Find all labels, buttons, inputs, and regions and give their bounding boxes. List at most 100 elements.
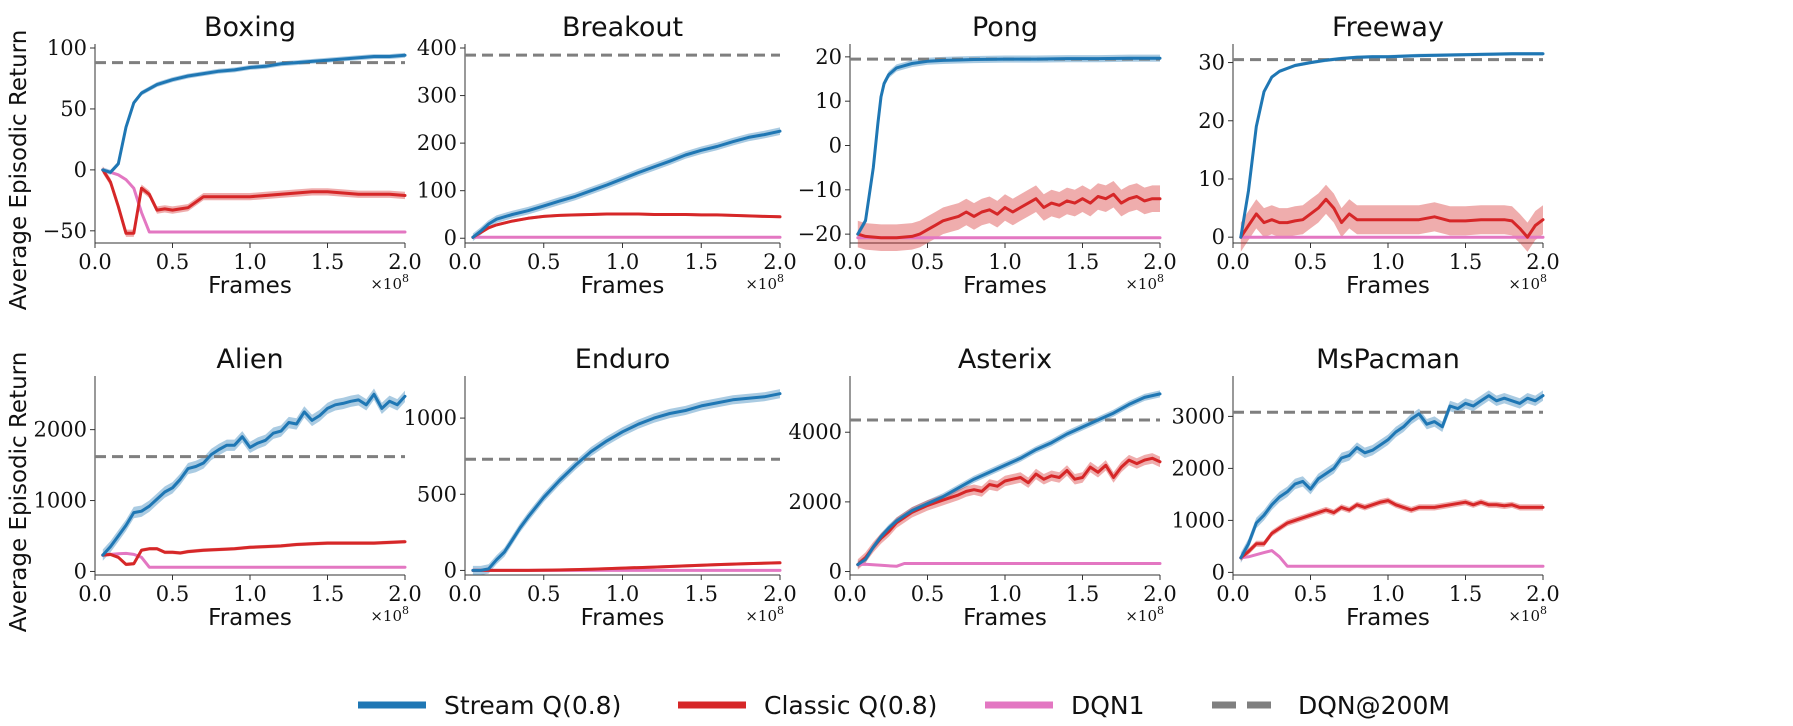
x-multiplier-alien: ×108 — [370, 604, 409, 625]
x-tick-label-alien: 0.0 — [78, 582, 111, 606]
y-tick-label-freeway: 0 — [1212, 225, 1225, 249]
y-tick-label-freeway: 20 — [1198, 109, 1225, 133]
x-axis-label-freeway: Frames — [1346, 273, 1430, 299]
x-tick-label-mspacman: 0.0 — [1216, 582, 1249, 606]
series-line-stream-q-0-8-pong — [856, 56, 1162, 236]
x-tick-label-mspacman: 1.0 — [1371, 582, 1404, 606]
x-tick-label-boxing: 0.5 — [156, 250, 189, 274]
y-tick-label-pong: −10 — [798, 178, 842, 202]
legend-label-dqn-200m: DQN@200M — [1298, 691, 1450, 720]
series-line-stream-q-0-8-freeway — [1239, 52, 1545, 239]
panel-boxing: Boxing −50 0 50 100 0.0 0.5 1.0 1.5 2.0 Frames ×108 — [43, 12, 422, 299]
x-axis-label-boxing: Frames — [208, 273, 292, 299]
series-line-stream-q-0-8-boxing — [101, 53, 407, 174]
x-tick-label-alien: 1.5 — [311, 582, 344, 606]
series-line-classic-q-0-8-boxing — [101, 168, 407, 235]
series-line-stream-q-0-8-enduro — [471, 392, 782, 572]
x-tick-label-mspacman: 0.5 — [1294, 582, 1327, 606]
x-tick-label-boxing: 1.0 — [233, 250, 266, 274]
x-multiplier-exponent-asterix: 8 — [1157, 604, 1164, 617]
legend-item-stream-q-0-8: Stream Q(0.8) — [358, 691, 621, 720]
legend-label-classic-q-0-8: Classic Q(0.8) — [764, 691, 937, 720]
x-multiplier-exponent-breakout: 8 — [777, 272, 784, 285]
series-line-classic-q-0-8-freeway — [1239, 197, 1545, 239]
legend-item-dqn1: DQN1 — [985, 691, 1145, 720]
legend-label-stream-q-0-8: Stream Q(0.8) — [444, 691, 621, 720]
x-tick-label-mspacman: 2.0 — [1526, 582, 1559, 606]
x-multiplier-mspacman: ×108 — [1508, 604, 1547, 625]
legend-item-classic-q-0-8: Classic Q(0.8) — [678, 691, 937, 720]
x-tick-label-alien: 0.5 — [156, 582, 189, 606]
x-tick-label-boxing: 0.0 — [78, 250, 111, 274]
panel-title-breakout: Breakout — [562, 12, 683, 43]
series-line-classic-q-0-8-enduro — [471, 561, 782, 572]
x-tick-label-freeway: 1.0 — [1371, 250, 1404, 274]
series-line-stream-q-0-8-mspacman — [1239, 394, 1545, 560]
panel-alien: Alien 0 1000 2000 0.0 0.5 1.0 1.5 2.0 Frames ×108 — [34, 344, 422, 631]
x-multiplier-boxing: ×108 — [370, 272, 409, 293]
confidence-band-dqn1-boxing — [102, 168, 406, 234]
x-tick-label-freeway: 2.0 — [1526, 250, 1559, 274]
y-tick-label-mspacman: 0 — [1212, 560, 1225, 584]
y-tick-label-breakout: 0 — [444, 226, 457, 250]
series-line-stream-q-0-8-breakout — [471, 129, 782, 239]
confidence-band-stream-q-0-8-boxing — [102, 52, 406, 175]
series-line-stream-q-0-8-alien — [101, 392, 407, 557]
x-multiplier-pong: ×108 — [1125, 272, 1164, 293]
y-tick-label-mspacman: 1000 — [1172, 508, 1225, 532]
series-line-classic-q-0-8-alien — [101, 540, 407, 566]
x-tick-label-enduro: 2.0 — [763, 582, 796, 606]
series-line-stream-q-0-8-asterix — [856, 392, 1162, 567]
panel-enduro: Enduro 0 500 1000 0.0 0.5 1.0 1.5 2.0 Frames ×108 — [404, 344, 797, 631]
confidence-band-classic-q-0-8-asterix — [857, 453, 1160, 570]
x-axis-label-asterix: Frames — [963, 605, 1047, 631]
x-tick-label-alien: 2.0 — [388, 582, 421, 606]
y-tick-label-alien: 0 — [74, 559, 87, 583]
x-tick-label-enduro: 1.5 — [685, 582, 718, 606]
y-tick-label-enduro: 0 — [444, 558, 457, 582]
confidence-band-classic-q-0-8-mspacman — [1240, 497, 1543, 561]
confidence-band-stream-q-0-8-breakout — [472, 127, 780, 242]
panel-mspacman: MsPacman 0 1000 2000 3000 0.0 0.5 1.0 1.5 2.0 Fram… — [1172, 344, 1560, 631]
y-tick-label-breakout: 300 — [417, 84, 457, 108]
x-multiplier-exponent-boxing: 8 — [402, 272, 409, 285]
y-tick-label-mspacman: 3000 — [1172, 404, 1225, 428]
y-tick-label-boxing: 50 — [60, 97, 87, 121]
x-tick-label-pong: 1.5 — [1066, 250, 1099, 274]
y-tick-label-boxing: 0 — [74, 158, 87, 182]
x-tick-label-freeway: 0.0 — [1216, 250, 1249, 274]
x-axis-label-enduro: Frames — [581, 605, 665, 631]
series-line-dqn1-mspacman — [1239, 549, 1545, 568]
x-axis-label-breakout: Frames — [581, 273, 665, 299]
series-line-classic-q-0-8-breakout — [471, 212, 782, 239]
series-line-dqn1-alien — [101, 551, 407, 569]
x-multiplier-exponent-pong: 8 — [1157, 272, 1164, 285]
x-tick-label-asterix: 2.0 — [1143, 582, 1176, 606]
series-line-classic-q-0-8-asterix — [856, 456, 1162, 567]
x-tick-label-pong: 1.0 — [988, 250, 1021, 274]
panel-asterix: Asterix 0 2000 4000 0.0 0.5 1.0 1.5 2.0 Frames ×10… — [789, 344, 1177, 631]
y-tick-label-enduro: 500 — [417, 482, 457, 506]
y-tick-label-alien: 2000 — [34, 418, 87, 442]
x-tick-label-boxing: 2.0 — [388, 250, 421, 274]
x-tick-label-asterix: 1.0 — [988, 582, 1021, 606]
x-multiplier-exponent-freeway: 8 — [1540, 272, 1547, 285]
panel-pong: Pong −20 −10 0 10 20 0.0 0.5 1.0 1.5 2.0 Frames ×108 — [798, 12, 1177, 299]
confidence-band-stream-q-0-8-enduro — [472, 389, 780, 575]
x-tick-label-breakout: 1.5 — [685, 250, 718, 274]
x-axis-label-alien: Frames — [208, 605, 292, 631]
x-tick-label-breakout: 2.0 — [763, 250, 796, 274]
x-multiplier-enduro: ×108 — [745, 604, 784, 625]
x-multiplier-exponent-alien: 8 — [402, 604, 409, 617]
y-tick-label-enduro: 1000 — [404, 406, 457, 430]
x-tick-label-enduro: 0.0 — [448, 582, 481, 606]
x-tick-label-alien: 1.0 — [233, 582, 266, 606]
x-tick-label-breakout: 0.5 — [527, 250, 560, 274]
y-axis-label-row1: Average Episodic Return — [6, 30, 32, 311]
x-multiplier-freeway: ×108 — [1508, 272, 1547, 293]
x-tick-label-pong: 2.0 — [1143, 250, 1176, 274]
legend-label-dqn1: DQN1 — [1071, 691, 1145, 720]
series-line-classic-q-0-8-pong — [856, 192, 1162, 240]
series-line-dqn1-asterix — [856, 562, 1162, 568]
